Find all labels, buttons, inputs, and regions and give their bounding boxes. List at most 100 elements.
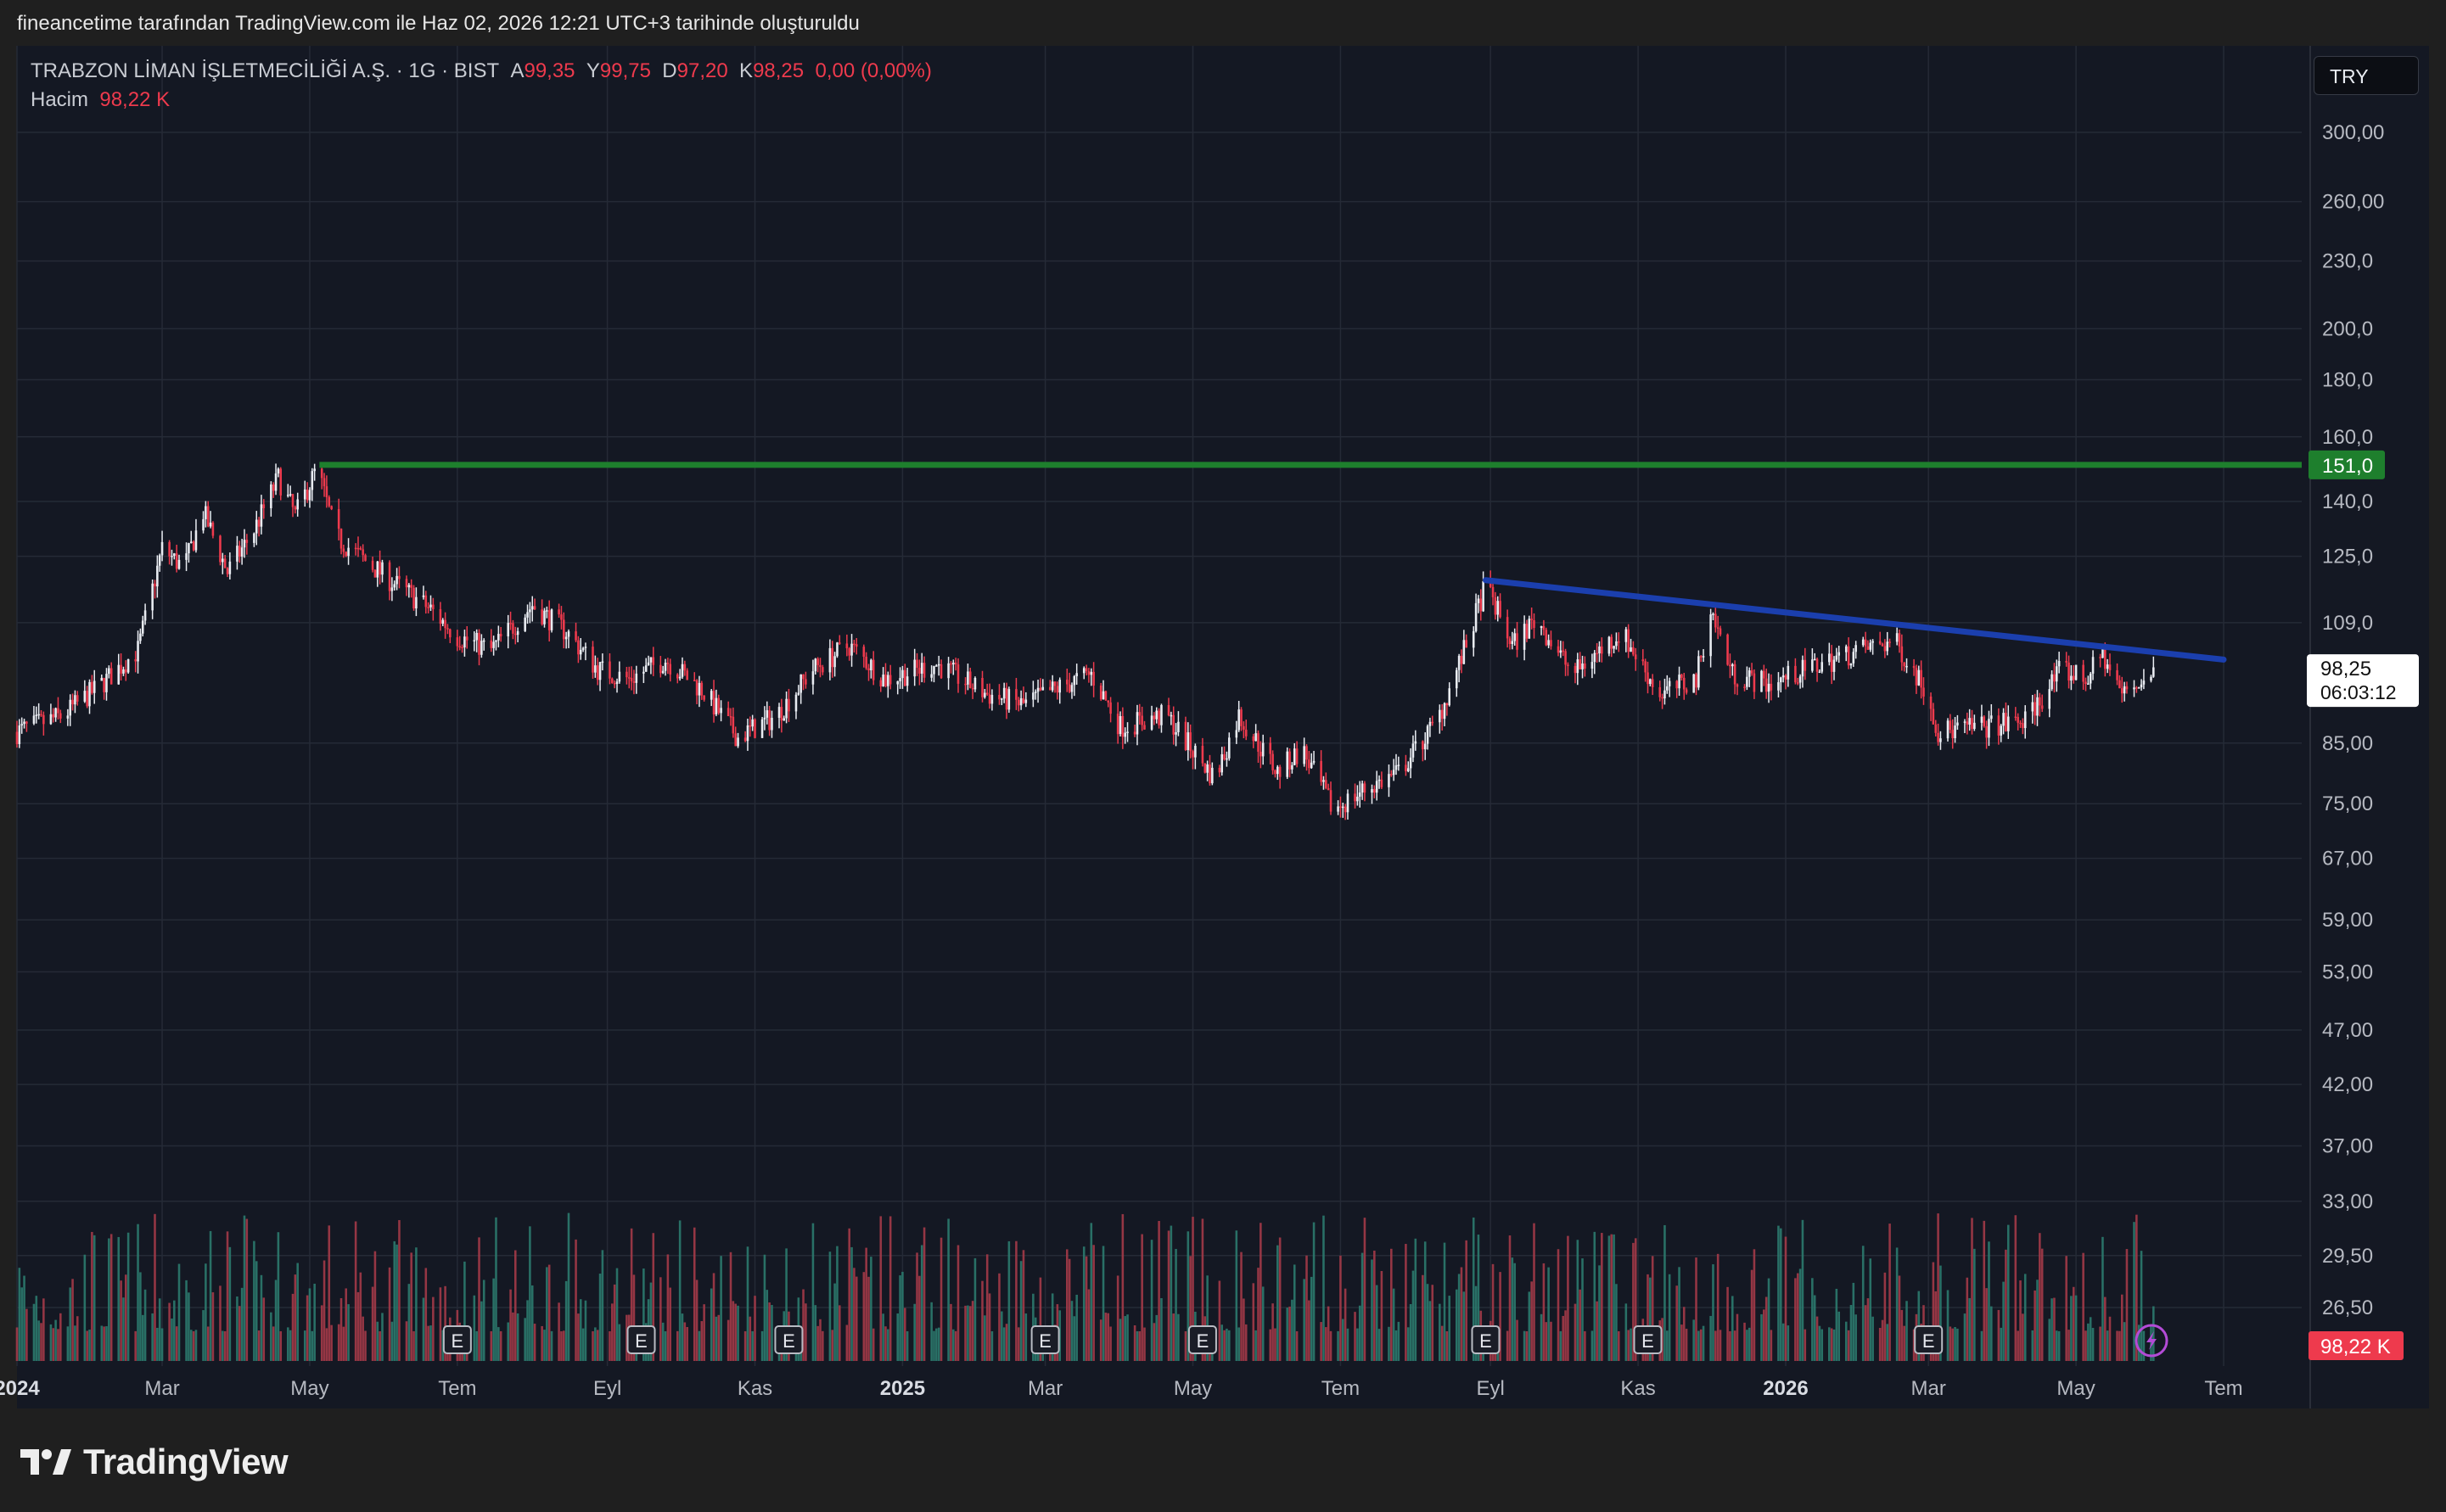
volume-bar [185, 1280, 188, 1361]
candle-body [686, 670, 688, 680]
volume-bar [2022, 1313, 2024, 1361]
candle-body [1878, 641, 1882, 644]
volume-bar [1141, 1234, 1143, 1361]
volume-bar [223, 1330, 227, 1361]
candle-body [1087, 670, 1091, 675]
candle-body [567, 631, 570, 637]
candle-body [1411, 743, 1415, 758]
volume-bar [712, 1273, 715, 1361]
candle-body [1726, 634, 1729, 665]
volume-bar [40, 1323, 42, 1361]
candle-body [1075, 673, 1078, 677]
currency-button[interactable]: TRY [2314, 56, 2419, 95]
price-tick-label: 140,0 [2322, 490, 2373, 513]
volume-bar [1109, 1326, 1112, 1361]
candle-body [1511, 641, 1514, 644]
candle-body [1770, 683, 1773, 691]
volume-bar [524, 1318, 526, 1361]
candle-body [270, 484, 272, 508]
close-label: K [739, 59, 754, 82]
volume-bar [1780, 1228, 1782, 1361]
candle-body [1053, 681, 1057, 686]
tradingview-logo[interactable]: TradingView [19, 1441, 289, 1483]
volume-bar [853, 1268, 856, 1361]
earnings-marker-box [1633, 1325, 1663, 1354]
candle-body [1252, 736, 1255, 742]
candle-body [1032, 692, 1035, 700]
candle-body [2116, 669, 2118, 680]
volume-bar [1682, 1307, 1686, 1361]
candle-body [1428, 721, 1432, 726]
volume-bar [831, 1330, 834, 1361]
volume-bar [533, 1324, 536, 1361]
candle-body [968, 671, 972, 688]
volume-bar [1562, 1315, 1564, 1361]
candle-body [1104, 691, 1108, 701]
volume-bar [125, 1274, 127, 1361]
candle-body [1320, 760, 1322, 782]
volume-bar [763, 1254, 766, 1361]
volume-bar [262, 1297, 266, 1361]
candle-body [83, 691, 87, 702]
candle-body [240, 547, 244, 557]
candle-body [967, 671, 969, 685]
volume-bar [328, 1225, 331, 1361]
earnings-marker-label: E [1039, 1330, 1052, 1352]
candle-body [1024, 699, 1028, 703]
candle-body [1699, 656, 1703, 658]
candle-body [1760, 670, 1763, 692]
earnings-marker: E [1030, 1325, 1060, 1354]
candle-body [1070, 685, 1074, 692]
volume-bar [1601, 1233, 1603, 1361]
candle-body [1201, 746, 1204, 764]
candle-body [1019, 697, 1023, 706]
volume-bar [76, 1316, 79, 1361]
candle-body [1034, 692, 1037, 693]
volume-bar [274, 1280, 278, 1361]
candle-body [1574, 665, 1577, 674]
candle-body [260, 504, 263, 527]
candle-body [1692, 674, 1695, 693]
candle-body [342, 548, 345, 552]
candle-body [143, 610, 147, 621]
volume-bar [526, 1300, 529, 1361]
candle-body [1223, 753, 1226, 760]
candle-body [109, 668, 113, 685]
volume-bar [887, 1329, 889, 1361]
candle-body [2006, 716, 2010, 731]
candle-body [1675, 680, 1678, 689]
candle-body [23, 721, 25, 725]
volume-bar [998, 1273, 1001, 1361]
volume-bar [935, 1328, 938, 1361]
candle-body [1540, 626, 1543, 628]
candle-body [746, 725, 749, 742]
candle-body [2000, 725, 2003, 736]
volume-bar [899, 1275, 901, 1361]
candle-body [171, 556, 173, 557]
candle-body [1729, 664, 1731, 667]
candle-body [1895, 633, 1899, 642]
volume-bar [507, 1322, 510, 1361]
volume-bar [1201, 1218, 1204, 1361]
trend-line [1482, 577, 2227, 663]
candle-body [839, 642, 841, 644]
volume-bar [245, 1218, 249, 1361]
candle-body [2056, 666, 2058, 682]
candle-body [1192, 751, 1194, 758]
candle-body [601, 661, 604, 664]
volume-bar [1949, 1326, 1952, 1361]
volume-bar [1748, 1327, 1751, 1361]
price-tick-label: 75,00 [2322, 792, 2373, 815]
candle-body [1363, 783, 1366, 793]
volume-bar [1781, 1323, 1785, 1361]
chart-panel[interactable] [17, 46, 2429, 1408]
volume-bar [598, 1274, 602, 1361]
volume-value: 98,22 K [99, 88, 171, 111]
volume-bar [1261, 1286, 1265, 1361]
candle-body [311, 471, 314, 490]
candle-body [303, 489, 306, 500]
candle-body [274, 473, 278, 491]
candle-body [695, 680, 698, 696]
volume-bar [596, 1330, 599, 1361]
